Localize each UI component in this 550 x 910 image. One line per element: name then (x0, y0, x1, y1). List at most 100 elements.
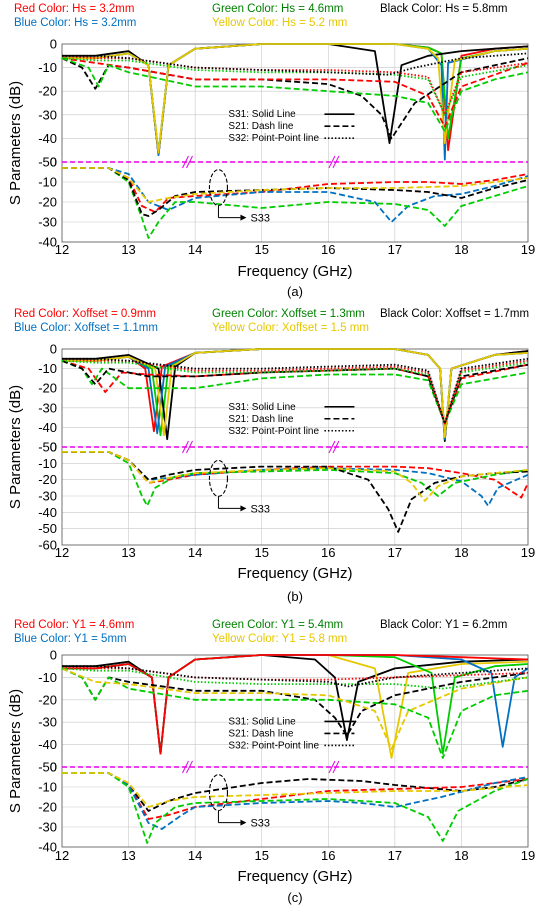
series-line (62, 167, 529, 213)
axis-break-mark (186, 155, 193, 169)
color-legend-entry: Yellow Color: Xoffset = 1.5 mm (212, 322, 369, 334)
series-line (62, 357, 529, 425)
axis-break-mark (328, 760, 336, 774)
annotation-label: S33 (250, 818, 270, 830)
annotation-label: S33 (250, 503, 270, 515)
y-tick-label: -10 (38, 175, 57, 190)
x-tick-label: 13 (121, 545, 135, 560)
annotation-arrowhead (240, 214, 247, 221)
color-legend-entry: Black Color: Hs = 5.8mm (380, 3, 508, 15)
y-tick-label: -20 (38, 472, 57, 487)
x-tick-label: 14 (188, 848, 202, 863)
color-legend-entry: Green Color: Y1 = 5.4mm (212, 619, 343, 631)
color-legend-entry: Yellow Color: Hs = 5.2 mm (212, 17, 347, 29)
series-line (62, 52, 529, 76)
series-line (62, 348, 529, 439)
x-axis-label: Frequency (GHz) (237, 263, 352, 280)
x-tick-label: 17 (388, 848, 402, 863)
series-line (61, 359, 529, 425)
series-line (62, 167, 529, 223)
series-line (61, 57, 529, 116)
x-tick-label: 13 (121, 242, 135, 257)
x-tick-label: 19 (521, 545, 535, 560)
color-legend-entry: Red Color: Hs = 3.2mm (14, 3, 134, 15)
series-line (61, 57, 529, 128)
color-legend-entry: Red Color: Y1 = 4.6mm (14, 619, 134, 631)
x-tick-label: 12 (55, 242, 69, 257)
color-legend-entry: Green Color: Xoffset = 1.3mm (212, 308, 365, 320)
color-legend-entry: Black Color: Y1 = 6.2mm (380, 619, 507, 631)
series-line (61, 57, 529, 133)
style-legend-label: S31: Solid Line (228, 109, 296, 120)
x-tick-label: 18 (454, 242, 468, 257)
y-tick-label: -40 (38, 505, 57, 520)
y-tick-label: -10 (38, 60, 57, 75)
x-axis-label: Frequency (GHz) (237, 868, 352, 885)
y-tick-label: 0 (50, 155, 57, 170)
x-tick-label: 19 (521, 848, 535, 863)
y-axis-label: S Parameters (dB) (7, 81, 24, 205)
y-tick-label: -20 (38, 84, 57, 99)
y-tick-label: -10 (38, 670, 57, 685)
y-tick-label: -40 (38, 235, 57, 250)
x-tick-label: 14 (188, 242, 202, 257)
x-tick-label: 13 (121, 848, 135, 863)
x-tick-label: 12 (55, 545, 69, 560)
series-line (61, 357, 529, 425)
y-axis-label: S Parameters (dB) (7, 385, 24, 509)
chart-panel-1: Red Color: Xoffset = 0.9mm Green Color: X… (7, 308, 535, 604)
y-tick-label: -40 (38, 420, 57, 435)
style-legend-label: S21: Dash line (228, 728, 293, 739)
x-tick-label: 15 (254, 848, 268, 863)
axis-break-mark (328, 440, 336, 454)
y-tick-label: -30 (38, 215, 57, 230)
y-tick-label: -30 (38, 820, 57, 835)
y-tick-label: -20 (38, 692, 57, 707)
style-legend-label: S21: Dash line (228, 414, 293, 425)
series-line (61, 667, 529, 737)
x-tick-label: 19 (521, 242, 535, 257)
axis-break-mark (182, 440, 189, 454)
y-tick-label: 0 (50, 37, 57, 52)
y-tick-label: -40 (38, 131, 57, 146)
figure-caption: (a) (287, 284, 303, 299)
color-legend-entry: Blue Color: Y1 = 5mm (14, 633, 127, 645)
y-tick-label: -50 (38, 440, 57, 455)
x-tick-label: 18 (454, 545, 468, 560)
y-axis-label: S Parameters (dB) (7, 689, 24, 813)
y-tick-label: -30 (38, 107, 57, 122)
axis-break-mark (182, 760, 189, 774)
y-tick-label: -40 (38, 840, 57, 855)
series-line (61, 359, 529, 425)
style-legend-label: S31: Solid Line (228, 402, 296, 413)
axis-break-mark (332, 440, 340, 454)
series-line (62, 451, 529, 533)
series-line (62, 654, 529, 755)
y-tick-label: -20 (38, 381, 57, 396)
series-line (62, 451, 529, 507)
series-line (62, 772, 529, 808)
style-legend-label: S32: Point-Point line (228, 133, 319, 144)
annotation-arrowhead (240, 505, 247, 512)
axis-break-mark (182, 155, 189, 169)
series-line (62, 451, 529, 502)
y-tick-label: -20 (38, 800, 57, 815)
series-line (62, 654, 529, 755)
chart-panel-0: Red Color: Hs = 3.2mm Green Color: Hs = 4… (7, 3, 535, 299)
x-tick-label: 15 (254, 545, 268, 560)
y-tick-label: 0 (50, 440, 57, 455)
axis-break-mark (186, 440, 193, 454)
series-line (62, 167, 529, 217)
series-line (62, 772, 529, 844)
y-tick-label: 0 (50, 648, 57, 663)
style-legend-label: S21: Dash line (228, 121, 293, 132)
x-axis-label: Frequency (GHz) (237, 565, 352, 582)
figure-caption: (b) (287, 589, 303, 604)
y-tick-label: 0 (50, 342, 57, 357)
color-legend-entry: Red Color: Xoffset = 0.9mm (14, 308, 156, 320)
style-legend-label: S32: Point-Point line (228, 740, 319, 751)
chart-panel-2: Red Color: Y1 = 4.6mm Green Color: Y1 = 5… (7, 619, 535, 905)
x-tick-label: 14 (188, 545, 202, 560)
color-legend-entry: Yellow Color: Y1 = 5.8 mm (212, 633, 347, 645)
